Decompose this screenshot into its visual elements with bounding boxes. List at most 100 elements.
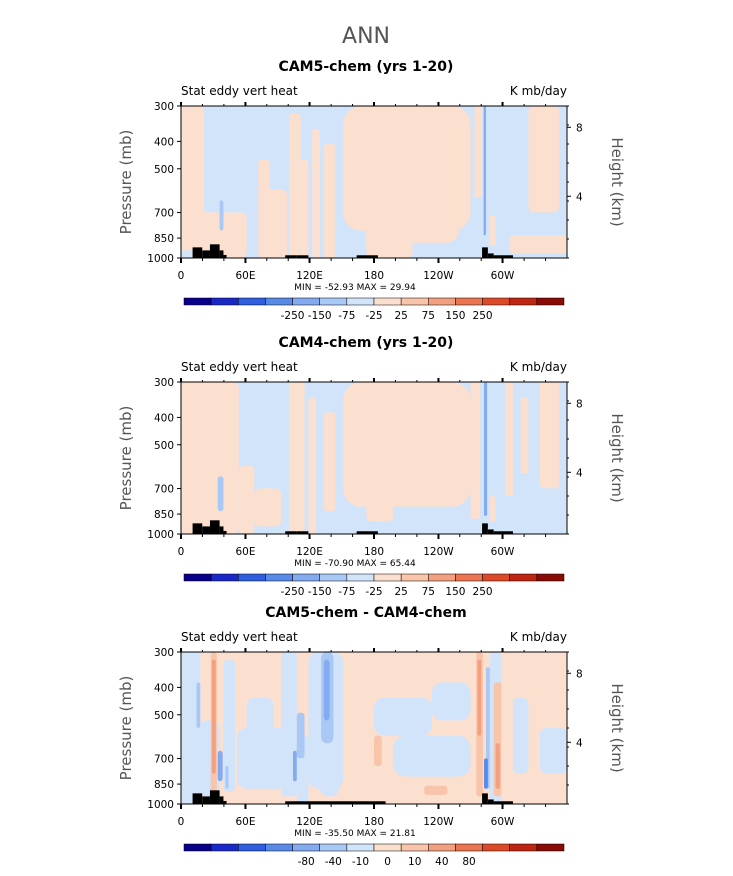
land-block xyxy=(285,531,297,534)
colorbar-swatch xyxy=(346,573,375,582)
colorbar-label: 150 xyxy=(445,310,465,322)
field-contours xyxy=(181,652,567,804)
colorbar-swatch xyxy=(428,843,456,852)
land-block xyxy=(482,247,488,258)
y-right-tick-label: 4 xyxy=(576,191,583,203)
panel-title: CAM5-chem - CAM4-chem xyxy=(265,605,466,621)
y-tick-label: 1000 xyxy=(147,799,174,811)
contour-region xyxy=(289,113,301,258)
y-right-tick-label: 8 xyxy=(576,122,583,134)
contour-region xyxy=(424,785,448,795)
colorbar-label: -75 xyxy=(338,586,355,598)
colorbar-label: 250 xyxy=(473,310,493,322)
colorbar-label: -25 xyxy=(365,586,382,598)
y-tick-label: 700 xyxy=(154,484,174,496)
colorbar-swatch xyxy=(319,297,348,306)
contour-region xyxy=(484,382,488,516)
contour-region xyxy=(323,412,336,512)
land-block xyxy=(192,523,203,534)
figure-title: ANN xyxy=(342,24,390,49)
land-block xyxy=(493,801,513,804)
contour-region xyxy=(246,697,274,736)
contour-region xyxy=(323,144,336,258)
colorbar-swatch xyxy=(210,843,239,852)
contour-region xyxy=(366,220,413,258)
colorbar-label: 75 xyxy=(422,586,435,598)
x-tick-label: 180 xyxy=(364,270,384,282)
colorbar-swatch xyxy=(346,843,375,852)
colorbar-label: 10 xyxy=(408,856,421,868)
colorbar-swatch xyxy=(509,843,538,852)
y-tick-label: 400 xyxy=(154,136,174,148)
colorbar-swatch xyxy=(238,573,266,582)
contour-region xyxy=(393,735,471,777)
y-axis-right: 84 xyxy=(567,105,583,259)
x-axis: 0 60E 120E 180 120W 60W xyxy=(178,648,547,828)
y-right-tick-label: 8 xyxy=(576,398,583,410)
colorbar-label: -150 xyxy=(308,586,332,598)
contour-region xyxy=(528,106,560,213)
x-tick-label: 180 xyxy=(364,816,384,828)
colorbar: -250 -150 -75 -25 25 75 150 250 xyxy=(183,573,565,598)
y-axis: 300 400 500 700 850 1000 xyxy=(147,647,181,811)
contour-region xyxy=(223,659,236,792)
land-block xyxy=(493,255,513,258)
x-tick-label: 60W xyxy=(491,816,515,828)
colorbar-swatch xyxy=(400,573,429,582)
y-right-tick-label: 4 xyxy=(576,737,583,749)
contour-region xyxy=(217,750,223,782)
contour-region xyxy=(296,712,305,759)
y-axis-right: 84 xyxy=(567,651,583,805)
y-tick-label: 300 xyxy=(154,377,174,389)
x-tick-label: 60E xyxy=(235,270,255,282)
y-tick-label: 700 xyxy=(154,754,174,766)
contour-region xyxy=(509,235,567,254)
x-tick-label: 120E xyxy=(296,546,323,558)
contour-region xyxy=(484,758,488,789)
colorbar-label: -25 xyxy=(365,310,382,322)
contour-region xyxy=(265,189,288,258)
x-tick-label: 120W xyxy=(423,546,454,558)
x-tick-label: 0 xyxy=(178,546,185,558)
contour-region xyxy=(312,128,320,258)
contour-region xyxy=(366,488,394,522)
land-block xyxy=(487,799,494,804)
colorbar-swatch xyxy=(183,297,212,306)
colorbar-swatch xyxy=(400,843,429,852)
contour-region xyxy=(470,382,481,519)
contour-region xyxy=(343,382,471,507)
colorbar-label: 0 xyxy=(384,856,391,868)
left-field-label: Stat eddy vert heat xyxy=(181,360,298,374)
y-axis: 300 400 500 700 850 1000 xyxy=(147,377,181,541)
colorbar-label: -40 xyxy=(325,856,342,868)
contour-region xyxy=(219,200,224,231)
contour-region xyxy=(374,735,382,766)
y-right-axis-title: Height (km) xyxy=(608,137,626,226)
colorbar-swatch xyxy=(183,843,212,852)
left-field-label: Stat eddy vert heat xyxy=(181,84,298,98)
land-block xyxy=(219,796,224,804)
y-axis: 300 400 500 700 850 1000 xyxy=(147,101,181,265)
x-tick-label: 120E xyxy=(296,816,323,828)
y-tick-label: 1000 xyxy=(147,253,174,265)
colorbar-swatch xyxy=(455,573,483,582)
colorbar-swatch xyxy=(536,297,565,306)
colorbar-label: 80 xyxy=(462,856,475,868)
colorbar-label: 75 xyxy=(422,310,435,322)
land-block xyxy=(487,253,494,258)
colorbar-label: -80 xyxy=(298,856,315,868)
y-right-axis-title: Height (km) xyxy=(608,683,626,772)
colorbar-swatch xyxy=(509,573,538,582)
land-block xyxy=(209,520,220,534)
panel-3: CAM5-chem - CAM4-chem Stat eddy vert heat… xyxy=(117,605,626,868)
colorbar-swatch xyxy=(455,843,483,852)
contour-region xyxy=(308,397,317,534)
y-tick-label: 500 xyxy=(154,710,174,722)
colorbar-swatch xyxy=(265,297,293,306)
contour-region xyxy=(192,212,247,258)
right-units-label: K mb/day xyxy=(510,630,567,644)
y-axis-title: Pressure (mb) xyxy=(117,130,135,235)
colorbar-swatch xyxy=(265,573,293,582)
x-tick-label: 60W xyxy=(491,546,515,558)
